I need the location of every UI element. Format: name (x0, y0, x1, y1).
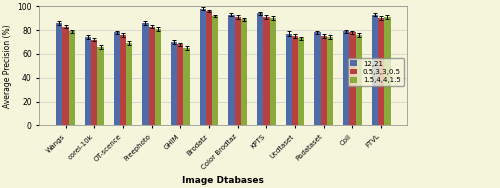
Bar (286, 34, 292, 125)
Bar (155, 29, 161, 125)
Bar (120, 35, 126, 125)
Bar (184, 48, 190, 125)
Bar (148, 27, 155, 125)
Bar (228, 15, 234, 125)
Bar (171, 42, 177, 125)
Bar (177, 44, 184, 125)
Bar (349, 33, 356, 125)
Legend: 12,21, 0.5,3,3,0.5, 1.5,4,4,1.5: 12,21, 0.5,3,3,0.5, 1.5,4,4,1.5 (348, 58, 404, 86)
Bar (234, 17, 241, 125)
Bar (114, 33, 120, 125)
Bar (56, 23, 62, 125)
Bar (98, 47, 104, 125)
Bar (62, 27, 69, 125)
Bar (292, 36, 298, 125)
Bar (142, 23, 148, 125)
Bar (91, 40, 98, 125)
Bar (206, 11, 212, 125)
Bar (126, 43, 132, 125)
Bar (372, 15, 378, 125)
Bar (356, 35, 362, 125)
Bar (320, 36, 327, 125)
X-axis label: Image Dtabases: Image Dtabases (182, 176, 264, 185)
Bar (241, 19, 247, 125)
Bar (378, 18, 384, 125)
Bar (212, 16, 218, 125)
Bar (69, 31, 75, 125)
Bar (85, 37, 91, 125)
Bar (263, 17, 270, 125)
Bar (327, 37, 333, 125)
Bar (384, 17, 390, 125)
Bar (314, 33, 320, 125)
Bar (343, 31, 349, 125)
Y-axis label: Average Precision (%): Average Precision (%) (3, 24, 12, 108)
Bar (200, 9, 206, 125)
Bar (257, 13, 263, 125)
Bar (270, 18, 276, 125)
Bar (298, 39, 304, 125)
